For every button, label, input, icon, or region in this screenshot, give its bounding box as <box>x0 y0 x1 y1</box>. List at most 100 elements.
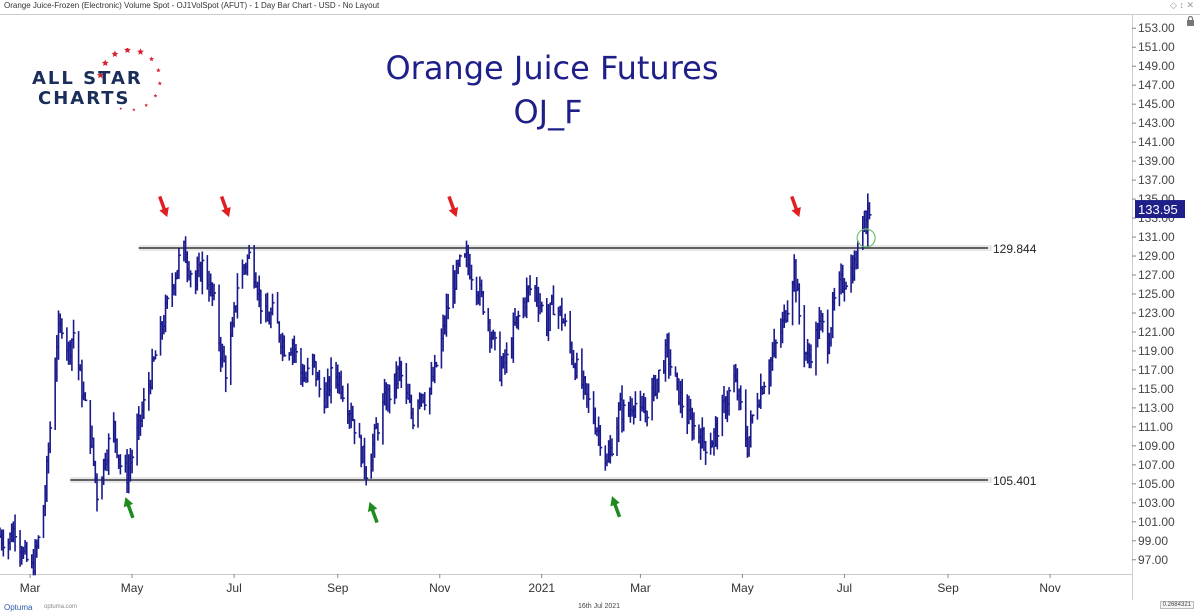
star-icon <box>96 71 104 79</box>
price-bar <box>352 405 355 422</box>
price-bar <box>353 419 357 445</box>
green-up-arrow-icon <box>367 501 379 524</box>
price-bar <box>433 354 437 384</box>
price-bar <box>388 384 392 414</box>
y-tick-label: 153.00 <box>1138 21 1175 35</box>
star-icon <box>149 56 154 62</box>
red-down-arrow-icon <box>790 195 801 218</box>
y-tick-label: 141.00 <box>1138 135 1175 149</box>
y-tick-label: 97.00 <box>1138 553 1168 567</box>
price-bar <box>373 423 377 458</box>
star-icon <box>153 93 158 98</box>
price-bar <box>96 473 99 512</box>
price-bar <box>131 449 135 474</box>
price-bar <box>529 275 533 296</box>
y-tick-label: 129.00 <box>1138 249 1175 263</box>
price-bar <box>843 278 847 302</box>
price-bar <box>821 312 825 333</box>
star-icon <box>156 67 161 73</box>
y-tick-label: 123.00 <box>1138 306 1175 320</box>
price-bar <box>14 514 18 552</box>
x-tick-label: Mar <box>20 581 41 595</box>
red-down-arrow-icon <box>447 195 459 218</box>
arrow-shaft <box>126 503 135 519</box>
x-tick-label: Nov <box>1039 581 1060 595</box>
price-bar <box>798 283 802 325</box>
price-bar <box>107 433 111 475</box>
star-icon <box>157 81 162 86</box>
stars-arc-icon <box>96 48 162 112</box>
price-bar <box>587 383 591 413</box>
price-bar <box>786 300 790 323</box>
x-tick-label: May <box>121 581 144 595</box>
y-tick-label: 107.00 <box>1138 458 1175 472</box>
y-tick-label: 115.00 <box>1138 382 1174 396</box>
all-star-charts-logo: ALL STAR CHARTS <box>20 48 170 126</box>
window-controls-icon[interactable]: ◇ ↕ ✕ <box>1170 0 1194 10</box>
y-tick-label: 147.00 <box>1138 78 1175 92</box>
price-bar <box>306 357 310 383</box>
price-bar <box>634 391 638 419</box>
price-bar <box>37 535 41 549</box>
price-bar <box>658 369 661 393</box>
price-bar <box>681 378 685 418</box>
price-bar <box>561 297 564 331</box>
red-down-arrow-icon <box>219 195 231 218</box>
price-bar <box>505 342 509 374</box>
level-label: 129.844 <box>993 242 1037 256</box>
arrow-head <box>159 206 169 218</box>
price-bar <box>276 292 280 324</box>
price-bar <box>810 344 813 369</box>
price-bar <box>84 392 88 402</box>
price-bar <box>213 283 217 301</box>
price-bar <box>72 319 76 349</box>
price-bar <box>201 251 205 295</box>
arrow-head <box>221 206 231 218</box>
price-bar <box>447 293 451 320</box>
price-bar <box>517 310 521 330</box>
y-tick-label: 101.00 <box>1138 515 1175 529</box>
arrow-shaft <box>219 195 229 212</box>
price-bar <box>693 412 696 440</box>
price-bar <box>248 244 252 260</box>
green-up-arrow-icon <box>610 496 622 518</box>
y-tick-label: 137.00 <box>1138 173 1175 187</box>
y-tick-label: 99.00 <box>1138 534 1168 548</box>
price-bar <box>283 335 287 357</box>
price-bar <box>154 350 158 360</box>
y-tick-label: 151.00 <box>1138 40 1175 54</box>
price-bar <box>295 344 298 364</box>
price-bar <box>576 352 579 379</box>
arrow-head <box>123 497 134 508</box>
optuma-url[interactable]: optuma.com <box>44 604 78 610</box>
y-tick-label: 145.00 <box>1138 97 1175 111</box>
green-up-arrow-icon <box>123 497 135 519</box>
price-bar <box>25 541 29 562</box>
star-icon <box>124 48 131 54</box>
y-tick-label: 105.00 <box>1138 477 1175 491</box>
chart-title: Orange Juice Futures <box>385 49 718 87</box>
y-tick-label: 127.00 <box>1138 268 1175 282</box>
price-bar <box>2 529 6 557</box>
star-icon <box>137 48 144 55</box>
last-price-label: 133.95 <box>1138 202 1178 217</box>
lock-icon[interactable] <box>1186 16 1195 26</box>
x-tick-label: Jul <box>226 581 241 595</box>
arrow-head <box>610 496 620 507</box>
price-bar <box>845 281 849 290</box>
y-tick-label: 139.00 <box>1138 154 1175 168</box>
arrow-head <box>448 206 459 218</box>
price-bar <box>189 270 193 288</box>
optuma-logo: Optuma <box>4 603 33 612</box>
y-tick-label: 109.00 <box>1138 439 1175 453</box>
price-bar <box>540 301 544 313</box>
y-tick-label: 103.00 <box>1138 496 1175 510</box>
chart-header: Orange Juice-Frozen (Electronic) Volume … <box>0 0 1200 14</box>
price-bar <box>412 407 416 430</box>
x-tick-label: May <box>731 581 754 595</box>
star-icon <box>132 108 136 112</box>
arrow-head <box>791 206 801 218</box>
y-tick-label: 113.00 <box>1138 401 1174 415</box>
price-bar <box>739 385 743 411</box>
